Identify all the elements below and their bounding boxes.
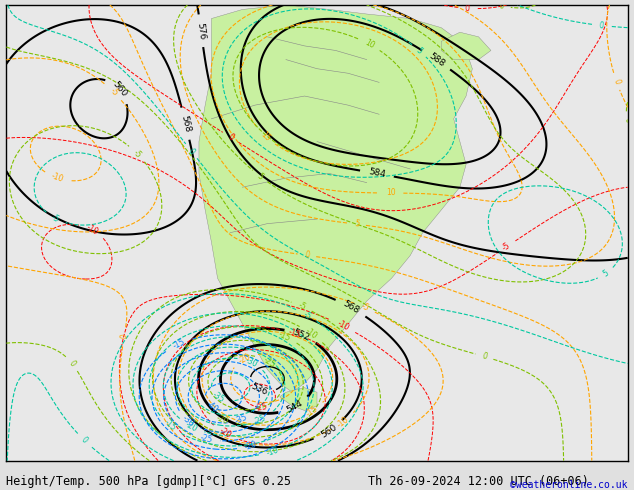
Text: -30: -30 [243, 356, 259, 369]
Text: -5: -5 [359, 302, 370, 313]
Text: -25: -25 [262, 355, 277, 369]
Text: -5: -5 [302, 310, 313, 321]
Text: 568: 568 [341, 299, 361, 316]
Text: 5: 5 [256, 171, 265, 181]
Text: -10: -10 [335, 319, 351, 333]
Text: ©weatheronline.co.uk: ©weatheronline.co.uk [510, 480, 628, 490]
Text: 0: 0 [498, 1, 505, 11]
Text: 0: 0 [481, 352, 488, 362]
Text: 0: 0 [304, 250, 310, 260]
Text: 536: 536 [250, 382, 269, 397]
Text: -15: -15 [172, 337, 186, 351]
Text: 0: 0 [119, 333, 129, 339]
Text: -20: -20 [243, 440, 258, 452]
Text: 0: 0 [611, 78, 621, 85]
Text: -15: -15 [287, 327, 302, 340]
Text: -5: -5 [501, 241, 512, 253]
Text: 0: 0 [598, 21, 604, 30]
Text: -30: -30 [181, 414, 196, 429]
Text: 10: 10 [386, 189, 396, 197]
Text: -10: -10 [304, 326, 319, 341]
Text: -5: -5 [131, 148, 143, 160]
Text: 588: 588 [427, 51, 446, 69]
Text: 552: 552 [291, 327, 311, 343]
Text: -10: -10 [335, 415, 351, 429]
Text: 5: 5 [601, 269, 611, 278]
Text: Height/Temp. 500 hPa [gdmp][°C] GFS 0.25: Height/Temp. 500 hPa [gdmp][°C] GFS 0.25 [6, 474, 292, 488]
Text: 0: 0 [186, 147, 197, 156]
Text: -25: -25 [199, 433, 213, 445]
Text: -15: -15 [304, 404, 320, 419]
Text: 0: 0 [79, 435, 89, 445]
Text: -35: -35 [234, 413, 249, 426]
Text: -15: -15 [162, 418, 178, 433]
Text: 0: 0 [623, 117, 632, 123]
Text: 0: 0 [465, 3, 470, 13]
Text: -25: -25 [255, 402, 269, 413]
Text: 0: 0 [67, 359, 77, 368]
Text: -20: -20 [237, 352, 252, 366]
Text: -25: -25 [252, 413, 268, 427]
Text: -20: -20 [217, 426, 233, 440]
Text: -10: -10 [51, 172, 65, 184]
Text: -10: -10 [85, 223, 100, 237]
Text: 0: 0 [226, 132, 235, 143]
Text: -20: -20 [184, 419, 199, 433]
Text: -5: -5 [50, 213, 61, 224]
Text: -5: -5 [296, 301, 307, 312]
Text: 544: 544 [285, 399, 304, 415]
Text: 5: 5 [354, 220, 359, 229]
Text: -40: -40 [204, 399, 219, 415]
Text: Th 26-09-2024 12:00 UTC (06+06): Th 26-09-2024 12:00 UTC (06+06) [368, 474, 588, 488]
Text: 15: 15 [259, 130, 272, 143]
Text: -35: -35 [211, 391, 226, 405]
Text: -20: -20 [216, 414, 230, 426]
Text: 560: 560 [319, 422, 339, 439]
Text: 576: 576 [195, 22, 207, 40]
Text: 568: 568 [179, 114, 192, 133]
Text: 10: 10 [363, 38, 375, 50]
Text: 560: 560 [110, 80, 128, 99]
Text: -10: -10 [265, 445, 280, 458]
Text: 584: 584 [368, 168, 386, 179]
Text: -15: -15 [277, 329, 292, 343]
Text: -5: -5 [108, 87, 120, 98]
Text: 5: 5 [415, 46, 424, 55]
